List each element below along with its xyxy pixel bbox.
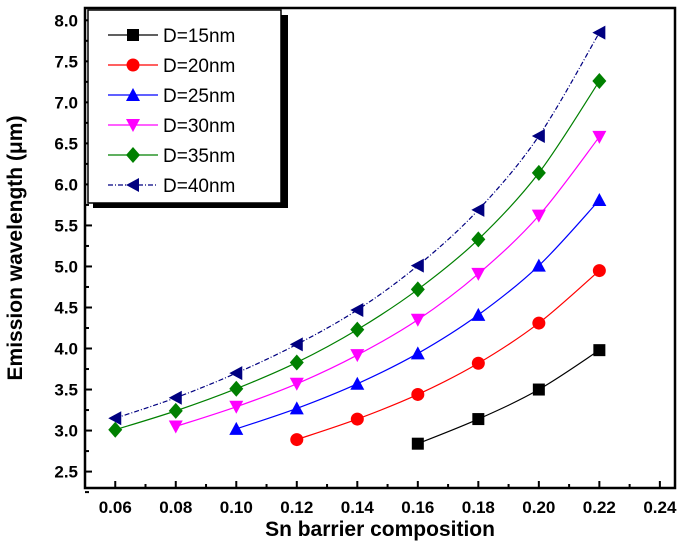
y-tick-label: 7.0 xyxy=(54,93,78,112)
x-tick-label: 0.24 xyxy=(643,498,677,517)
series-D=30nm xyxy=(168,130,607,434)
legend-marker xyxy=(127,29,139,41)
data-point xyxy=(410,313,425,327)
data-point xyxy=(289,377,304,391)
data-point xyxy=(168,402,183,419)
y-tick-label: 4.5 xyxy=(54,298,78,317)
data-point xyxy=(229,380,244,397)
data-point xyxy=(593,344,606,357)
data-point xyxy=(350,349,365,363)
x-tick-label: 0.16 xyxy=(401,498,434,517)
data-point xyxy=(471,307,486,321)
x-tick-label: 0.22 xyxy=(583,498,616,517)
y-tick-label: 8.0 xyxy=(54,11,78,30)
data-point xyxy=(592,193,607,206)
data-point xyxy=(168,420,183,434)
legend-label: D=20nm xyxy=(163,56,235,77)
y-tick-label: 2.5 xyxy=(54,463,78,482)
series-D=20nm xyxy=(290,264,606,447)
series-D=25nm xyxy=(229,193,607,435)
data-point xyxy=(471,356,485,370)
data-point xyxy=(410,346,425,360)
legend-label: D=15nm xyxy=(163,26,235,47)
data-point xyxy=(531,129,545,143)
data-point xyxy=(531,164,546,181)
data-point xyxy=(411,387,425,401)
series-D=40nm xyxy=(108,25,606,426)
data-point xyxy=(471,202,485,217)
data-point xyxy=(350,376,365,390)
data-point xyxy=(350,302,364,317)
x-tick-label: 0.12 xyxy=(280,498,313,517)
data-point xyxy=(592,25,606,40)
data-point xyxy=(168,390,182,405)
legend-box xyxy=(87,9,282,204)
data-point xyxy=(290,433,304,447)
x-tick-label: 0.08 xyxy=(159,498,192,517)
data-point xyxy=(592,73,607,90)
data-point xyxy=(410,258,424,273)
y-axis-label: Emission wavelength (μm) xyxy=(4,116,27,381)
data-point xyxy=(531,209,546,223)
plot-frame xyxy=(83,6,677,490)
x-tick-label: 0.10 xyxy=(220,498,253,517)
data-point xyxy=(229,421,244,435)
data-point xyxy=(289,337,303,352)
data-point xyxy=(592,130,607,144)
series-line xyxy=(296,270,600,441)
data-point xyxy=(411,437,424,450)
y-tick-label: 4.0 xyxy=(54,340,78,359)
data-point xyxy=(289,401,304,415)
legend-marker xyxy=(126,178,139,192)
y-tick-label: 7.5 xyxy=(54,52,78,71)
y-tick-label: 5.0 xyxy=(54,257,78,276)
x-tick-label: 0.06 xyxy=(99,498,132,517)
y-tick-label: 6.5 xyxy=(54,134,78,153)
y-tick-label: 3.0 xyxy=(54,422,78,441)
data-point xyxy=(592,264,606,278)
series-line xyxy=(115,32,600,419)
data-point xyxy=(108,411,122,426)
plot-area xyxy=(108,25,607,450)
data-point xyxy=(289,354,304,371)
series-line xyxy=(417,349,600,445)
x-tick-label: 0.14 xyxy=(341,498,375,517)
legend-marker xyxy=(126,88,140,101)
data-point xyxy=(108,421,123,438)
legend-label: D=35nm xyxy=(163,146,235,167)
data-point xyxy=(531,258,546,272)
data-point xyxy=(532,316,546,330)
legend: D=15nm D=20nm D=25nm D=30nm D=35nm D=40nm xyxy=(87,9,288,208)
data-point xyxy=(229,366,243,381)
legend-marker xyxy=(126,119,140,132)
x-axis-label: Sn barrier composition xyxy=(265,518,495,541)
data-point xyxy=(471,231,486,248)
legend-label: D=30nm xyxy=(163,116,235,137)
y-tick-label: 6.0 xyxy=(54,175,78,194)
series-D=35nm xyxy=(108,73,607,438)
legend-label: D=25nm xyxy=(163,86,235,107)
x-tick-label: 0.20 xyxy=(522,498,555,517)
data-point xyxy=(472,413,485,426)
data-point xyxy=(410,281,425,298)
legend-marker xyxy=(126,58,140,72)
series-D=15nm xyxy=(411,344,606,450)
legend-label: D=40nm xyxy=(163,176,235,197)
y-tick-label: 5.5 xyxy=(54,216,78,235)
y-tick-label: 3.5 xyxy=(54,381,78,400)
data-point xyxy=(229,400,244,414)
data-point xyxy=(532,383,545,396)
data-point xyxy=(350,412,364,426)
data-point xyxy=(350,321,365,338)
legend-marker xyxy=(126,147,140,163)
data-point xyxy=(471,267,486,281)
series-line xyxy=(115,80,600,431)
x-tick-label: 0.18 xyxy=(462,498,495,517)
